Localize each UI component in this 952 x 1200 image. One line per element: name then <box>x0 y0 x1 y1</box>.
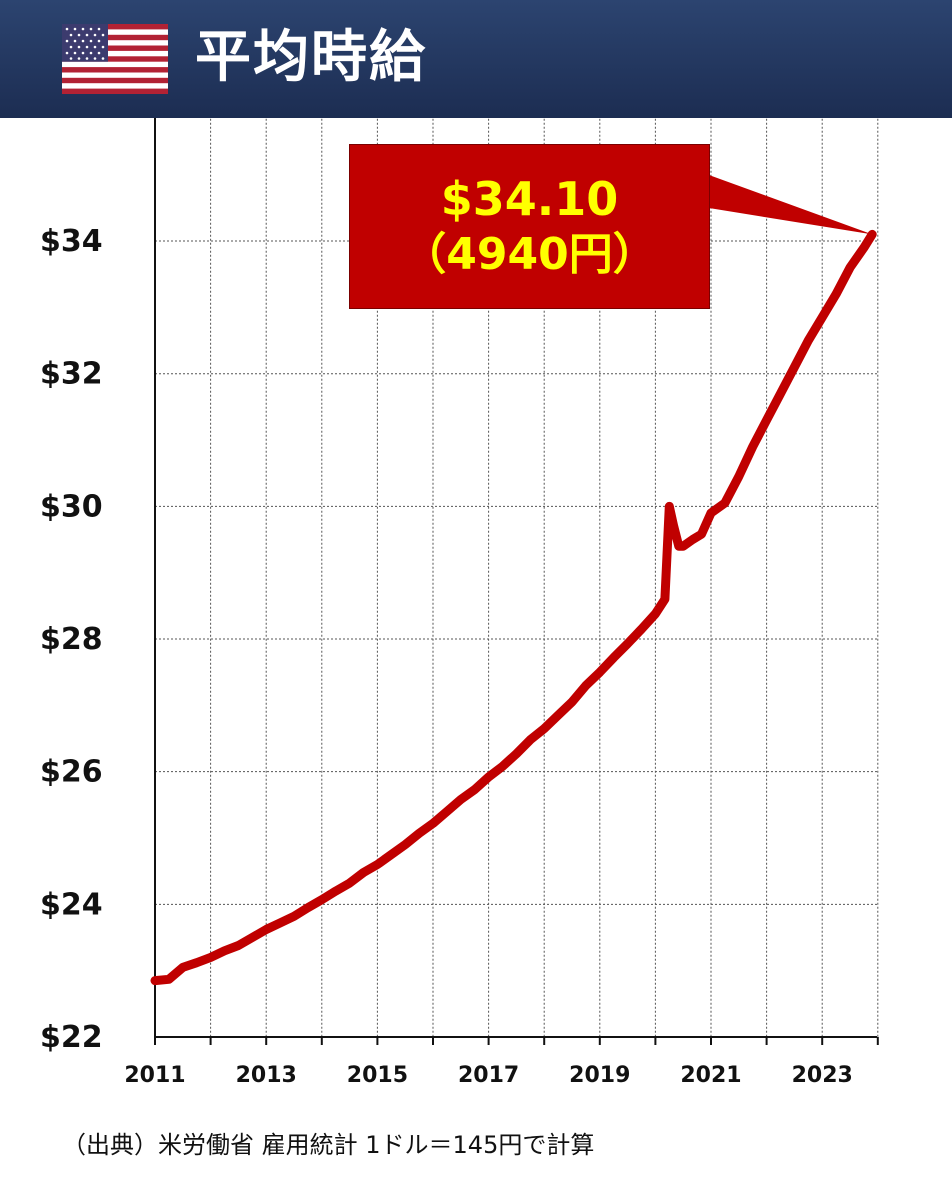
wage-line-chart: $22 $24 $26 $28 $30 $32 $34 2011 2013 2015 2017 201… <box>40 118 879 1088</box>
callout-pointer-triangle <box>709 175 873 235</box>
callout-pointer <box>709 175 873 235</box>
y-tick-label: $34 <box>40 224 103 259</box>
x-tick-label: 2017 <box>458 1063 519 1088</box>
header-bar: 平均時給 <box>0 0 952 118</box>
x-tick-label: 2023 <box>792 1063 853 1088</box>
wage-series-line <box>150 229 877 986</box>
x-tick-label: 2013 <box>236 1063 297 1088</box>
grid-layer <box>154 118 879 1037</box>
y-tick-label: $24 <box>40 887 103 922</box>
tick-label-layer: $22 $24 $26 $28 $30 $32 $34 2011 2013 2015 2017 201… <box>40 224 853 1088</box>
callout-yen-value: （4940円） <box>402 229 657 280</box>
x-tick-label: 2019 <box>569 1063 630 1088</box>
page-title: 平均時給 <box>195 25 427 90</box>
y-tick-label: $32 <box>40 357 103 392</box>
x-tick-label: 2011 <box>124 1063 185 1088</box>
us-flag-icon <box>62 24 168 94</box>
x-tick-label: 2021 <box>680 1063 741 1088</box>
series-layer <box>150 229 877 986</box>
y-tick-label: $28 <box>40 622 103 657</box>
y-tick-label: $30 <box>40 489 103 524</box>
callout-value: $34.10 <box>440 172 619 226</box>
x-tick-label: 2015 <box>347 1063 408 1088</box>
latest-value-callout: $34.10 （4940円） <box>349 144 710 309</box>
axis-layer <box>154 118 879 1045</box>
y-tick-label: $22 <box>40 1020 103 1055</box>
y-tick-label: $26 <box>40 755 103 790</box>
source-note: （出典）米労働省 雇用統計 1ドル＝145円で計算 <box>62 1131 595 1159</box>
